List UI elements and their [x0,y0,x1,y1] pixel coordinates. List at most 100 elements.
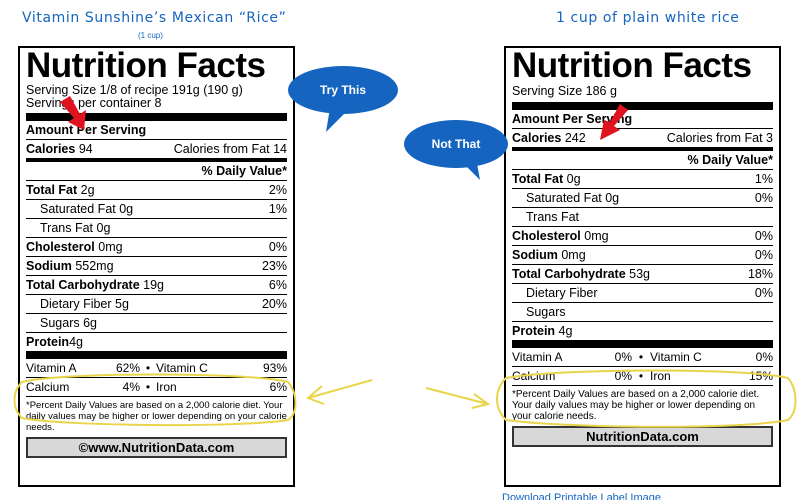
left-row-saturated-fat: Saturated Fat 0g 1% [26,200,287,219]
left-amount-label: Amount Per Serving [26,123,147,137]
right-calories-label: Calories [512,131,562,145]
right-nutrient-name: Saturated Fat [526,191,602,205]
left-subheading: (1 cup) [138,31,163,40]
left-nutrient-name: Dietary Fiber [40,297,112,311]
right-row-saturated-fat: Saturated Fat 0g 0% [512,189,773,208]
left-nutrient-amount: 4g [69,335,83,349]
right-calcium-value: 0% [614,369,632,383]
left-row-protein: Protein4g [26,333,287,359]
left-vitamin-row-2: Calcium 4% • Iron 6% [26,378,287,397]
left-nutrient-dv: 23% [261,259,287,273]
right-nutrient-amount: 0mg [561,248,586,262]
right-nutrient-name: Protein [512,324,556,338]
right-serving-size: Serving Size 186 g [512,84,773,110]
left-calcium-label: Calcium [26,380,70,394]
right-nutrient-name: Sodium [512,248,558,262]
left-nutrient-amount: 2g [80,183,95,197]
left-nutrient-dv: 6% [268,278,287,292]
right-vitamin-a-value: 0% [614,350,632,364]
left-daily-value-header: % Daily Value* [26,162,287,181]
left-servings-per-container: Servings per container 8 [26,97,287,121]
right-nutrient-amount: 4g [558,324,573,338]
left-row-total-fat: Total Fat 2g 2% [26,181,287,200]
right-nutrition-title: Nutrition Facts [512,46,752,85]
right-source-link[interactable]: NutritionData.com [512,426,773,447]
left-nutrient-amount: 0g [119,202,134,216]
right-calcium-label: Calcium [512,369,556,383]
right-row-dietary-fiber: Dietary Fiber 0% [512,284,773,303]
left-nutrient-dv: 1% [268,202,287,216]
left-nutrient-name: Cholesterol [26,240,95,254]
right-nutrient-name: Trans Fat [526,210,580,224]
left-footnote: *Percent Daily Values are based on a 2,0… [26,400,287,433]
right-amount-per-serving: Amount Per Serving [512,110,773,129]
right-dv-header-text: % Daily Value* [687,153,773,167]
left-nutrient-name: Saturated Fat [40,202,116,216]
right-nutrient-amount: 0mg [584,229,609,243]
right-nutrient-dv: 0% [754,229,773,243]
left-nutrient-dv: 2% [268,183,287,197]
right-iron-label: Iron [650,369,671,383]
right-calories-row: Calories 242 Calories from Fat 3 [512,129,773,151]
right-nutrient-dv: 18% [747,267,773,281]
download-label-link[interactable]: Download Printable Label Image [502,492,661,500]
left-serving-size: Serving Size 1/8 of recipe 191g (190 g) [26,83,243,97]
left-row-sugars: Sugars 6g [26,314,287,333]
right-nutrient-name: Dietary Fiber [526,286,598,300]
left-calcium-value: 4% [122,380,140,394]
right-row-total-carbohydrate: Total Carbohydrate 53g 18% [512,265,773,284]
left-iron-label: Iron [156,380,177,394]
left-iron-value: 6% [269,380,287,394]
right-row-protein: Protein 4g [512,322,773,348]
right-row-sugars: Sugars [512,303,773,322]
right-row-sodium: Sodium 0mg 0% [512,246,773,265]
right-nutrient-name: Total Carbohydrate [512,267,626,281]
left-heading: Vitamin Sunshine’s Mexican “Rice” [22,10,287,26]
left-nutrition-title: Nutrition Facts [26,46,266,85]
left-nutrient-name: Total Carbohydrate [26,278,140,292]
yellow-arrow-icon-left [306,379,373,405]
try-this-bubble: Try This [288,66,398,114]
left-vitamin-c-label: Vitamin C [156,361,208,375]
bullet-separator: • [145,380,151,394]
left-row-dietary-fiber: Dietary Fiber 5g 20% [26,295,287,314]
right-row-cholesterol: Cholesterol 0mg 0% [512,227,773,246]
left-row-sodium: Sodium 552mg 23% [26,257,287,276]
left-dv-header-text: % Daily Value* [201,164,287,178]
left-source-link[interactable]: ©www.NutritionData.com [26,437,287,458]
left-calories-label: Calories [26,142,76,156]
left-calories-fat: Calories from Fat 14 [173,142,287,156]
right-daily-value-header: % Daily Value* [512,151,773,170]
right-nutrient-dv: 0% [754,286,773,300]
right-vitamin-c-label: Vitamin C [650,350,702,364]
right-nutrient-amount: 0g [566,172,581,186]
left-amount-per-serving: Amount Per Serving [26,121,287,140]
left-nutrition-label: Nutrition Facts Serving Size 1/8 of reci… [18,46,295,487]
left-nutrient-amount: 19g [143,278,165,292]
right-heading: 1 cup of plain white rice [556,10,740,26]
not-that-bubble: Not That [404,120,508,168]
left-nutrient-amount: 5g [115,297,129,311]
left-nutrient-amount: 0mg [98,240,123,254]
left-nutrient-name: Trans Fat [40,221,94,235]
right-footnote: *Percent Daily Values are based on a 2,0… [512,389,760,422]
right-nutrient-amount: 0g [605,191,620,205]
left-row-cholesterol: Cholesterol 0mg 0% [26,238,287,257]
right-nutrient-name: Cholesterol [512,229,581,243]
right-row-total-fat: Total Fat 0g 1% [512,170,773,189]
right-nutrition-label: Nutrition Facts Serving Size 186 g Amoun… [504,46,781,487]
left-row-total-carbohydrate: Total Carbohydrate 19g 6% [26,276,287,295]
right-iron-value: 15% [748,369,773,383]
right-nutrient-dv: 1% [754,172,773,186]
right-vitamin-row-1: Vitamin A 0% • Vitamin C 0% [512,348,773,367]
left-nutrient-amount: 552mg [75,259,114,273]
bullet-separator: • [145,361,151,375]
left-nutrient-name: Total Fat [26,183,78,197]
right-nutrient-dv: 0% [754,191,773,205]
right-amount-label: Amount Per Serving [512,112,633,126]
left-nutrient-name: Sugars [40,316,80,330]
left-nutrient-name: Protein [26,335,70,349]
right-nutrient-name: Total Fat [512,172,564,186]
yellow-arrow-icon-right [425,387,491,409]
right-vitamin-row-2: Calcium 0% • Iron 15% [512,367,773,386]
